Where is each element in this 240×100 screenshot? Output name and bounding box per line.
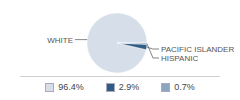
- html-text:2.9%: 2.9%: [118, 82, 140, 92]
- svg-text:WHITE: WHITE: [47, 36, 73, 45]
- html-text:0.7%: 0.7%: [174, 82, 195, 92]
- svg-text:PACIFIC ISLANDER: PACIFIC ISLANDER: [161, 45, 232, 54]
- html-text:96.4%: 96.4%: [58, 82, 84, 92]
- svg-text:HISPANIC: HISPANIC: [161, 54, 198, 63]
